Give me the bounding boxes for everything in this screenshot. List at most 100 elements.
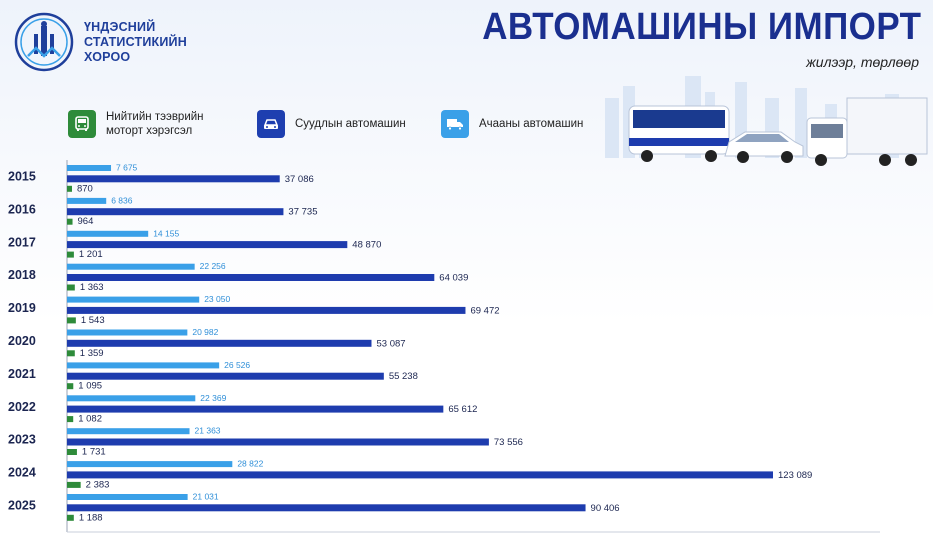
bar-value-label: 26 526 <box>224 360 250 370</box>
bar-passenger <box>67 241 348 249</box>
bar-value-label: 1 082 <box>78 414 102 425</box>
legend-label-car: Суудлын автомашин <box>295 118 406 130</box>
bar-cargo <box>67 395 196 402</box>
bus-illustration-icon <box>628 105 730 162</box>
legend-item-car: Суудлын автомашин <box>257 110 406 138</box>
legend-label-bus-line2: моторт хэрэгсэл <box>106 125 193 137</box>
bar-bus <box>67 317 76 324</box>
bar-cargo <box>67 263 195 270</box>
year-label: 2015 <box>8 170 36 184</box>
bar-passenger <box>67 471 773 479</box>
bar-value-label: 1 201 <box>79 249 103 260</box>
bus-icon <box>68 110 96 138</box>
year-label: 2018 <box>8 268 36 282</box>
bar-cargo <box>67 362 220 369</box>
bar-value-label: 1 363 <box>80 282 104 293</box>
legend-label-truck: Ачааны автомашин <box>479 118 584 130</box>
bar-passenger <box>67 372 384 380</box>
bar-value-label: 37 735 <box>288 207 317 218</box>
bar-value-label: 7 675 <box>116 163 138 173</box>
bar-value-label: 65 612 <box>448 404 477 415</box>
bar-value-label: 23 050 <box>204 294 230 304</box>
bar-cargo <box>67 494 188 500</box>
bar-bus <box>67 284 75 291</box>
bar-passenger <box>67 208 284 216</box>
bar-passenger <box>67 405 444 413</box>
year-label: 2019 <box>8 301 36 315</box>
truck-icon <box>441 110 469 138</box>
bar-bus <box>67 449 77 455</box>
truck-illustration-icon <box>806 97 928 166</box>
org-line-3: ХОРОО <box>84 50 131 64</box>
year-label: 2020 <box>8 334 36 348</box>
bar-value-label: 1 188 <box>79 512 103 523</box>
bar-cargo <box>67 197 107 204</box>
org-name: ҮНДЭСНИЙ СТАТИСТИКИЙН ХОРОО <box>84 20 187 65</box>
bar-value-label: 1 731 <box>82 447 106 458</box>
org-line-2: СТАТИСТИКИЙН <box>84 35 187 49</box>
bar-cargo <box>67 230 149 237</box>
bar-bus <box>67 481 81 488</box>
year-label: 2021 <box>8 367 36 381</box>
bar-value-label: 28 822 <box>237 459 263 469</box>
bar-value-label: 37 086 <box>285 174 314 185</box>
bar-value-label: 14 155 <box>153 228 179 238</box>
bar-value-label: 21 363 <box>195 426 221 436</box>
bar-value-label: 22 369 <box>200 393 226 403</box>
bar-passenger <box>67 175 280 183</box>
bar-value-label: 90 406 <box>591 503 620 514</box>
bar-value-label: 964 <box>78 216 94 227</box>
legend-label-bus: Нийтийн тээврийн моторт хэрэгсэл <box>106 110 204 138</box>
bar-cargo <box>67 428 190 435</box>
vehicles-illustration <box>605 76 928 166</box>
bar-value-label: 1 095 <box>78 381 102 392</box>
bar-value-label: 6 836 <box>111 195 133 205</box>
year-label: 2022 <box>8 400 36 414</box>
car-illustration-icon <box>724 131 804 163</box>
page-title: АВТОМАШИНЫ ИМПОРТ <box>481 6 921 48</box>
bar-passenger <box>67 306 466 314</box>
bar-bus <box>67 185 72 192</box>
bar-cargo <box>67 461 233 468</box>
bar-passenger <box>67 274 435 281</box>
bar-bus <box>67 218 73 225</box>
bar-bus <box>67 416 74 423</box>
bar-value-label: 48 870 <box>352 240 381 251</box>
bar-value-label: 2 383 <box>86 479 110 490</box>
nso-logo-icon <box>14 12 74 72</box>
bar-value-label: 69 472 <box>470 305 499 316</box>
bar-passenger <box>67 339 372 347</box>
bar-passenger <box>67 504 586 512</box>
bar-value-label: 870 <box>77 183 93 194</box>
year-label: 2016 <box>8 202 36 216</box>
legend-label-bus-line1: Нийтийн тээврийн <box>106 111 204 123</box>
bar-value-label: 21 031 <box>193 492 219 502</box>
bar-bus <box>67 350 75 357</box>
bar-passenger <box>67 438 489 446</box>
bar-value-label: 22 256 <box>200 261 226 271</box>
bar-value-label: 1 359 <box>80 348 104 359</box>
bar-value-label: 55 238 <box>389 371 418 382</box>
year-label: 2024 <box>8 466 36 480</box>
bar-bus <box>67 251 74 258</box>
bar-value-label: 53 087 <box>376 338 405 349</box>
legend-item-truck: Ачааны автомашин <box>441 110 583 138</box>
legend-item-bus: Нийтийн тээврийн моторт хэрэгсэл <box>68 110 204 138</box>
org-line-1: ҮНДЭСНИЙ <box>84 20 156 34</box>
bar-value-label: 20 982 <box>192 327 218 337</box>
year-label: 2017 <box>8 235 36 249</box>
bar-value-label: 73 556 <box>494 437 523 448</box>
bar-value-label: 1 543 <box>81 315 105 326</box>
bar-bus <box>67 514 74 521</box>
page-subtitle: жилээр, төрлөөр <box>806 54 919 70</box>
year-label: 2023 <box>8 433 36 447</box>
bar-cargo <box>67 296 200 303</box>
bar-value-label: 123 089 <box>778 470 812 481</box>
car-icon <box>257 110 285 138</box>
bar-cargo <box>67 329 188 336</box>
bar-cargo <box>67 165 112 171</box>
bar-bus <box>67 383 74 390</box>
year-label: 2025 <box>8 499 36 513</box>
